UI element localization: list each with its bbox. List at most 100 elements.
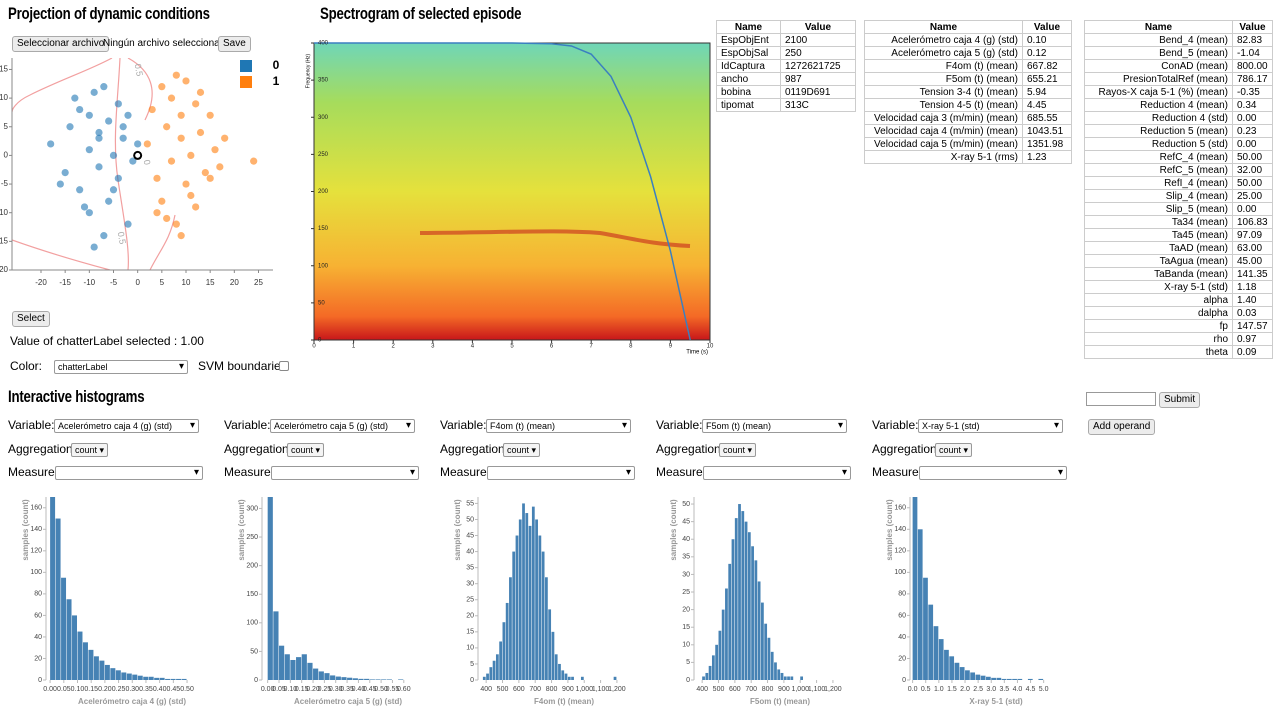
point: [100, 232, 108, 240]
measure-select[interactable]: [703, 466, 851, 480]
y-tick-label: 5: [4, 122, 9, 131]
y-tick-label: 5: [470, 661, 474, 668]
variable-select[interactable]: Acelerómetro caja 4 (g) (std): [54, 419, 199, 433]
x-tick-label: 1.0: [934, 686, 944, 693]
variable-select[interactable]: Acelerómetro caja 5 (g) (std): [270, 419, 415, 433]
row-name: Tension 3-4 (t) (mean): [864, 85, 1023, 99]
point: [206, 174, 214, 182]
bar: [505, 602, 509, 680]
svm-checkbox[interactable]: [279, 361, 289, 371]
point: [153, 174, 161, 182]
row-value: 685.55: [1022, 111, 1072, 125]
row-name: F5om (t) (mean): [864, 72, 1023, 86]
y-tick-label: 120: [894, 548, 906, 555]
legend-swatch: [240, 76, 252, 88]
table-row: Reduction 5 (mean) 0.23: [1084, 124, 1273, 138]
row-name: TaAgua (mean): [1084, 254, 1233, 268]
aggregation-select[interactable]: count: [503, 443, 541, 457]
bar: [121, 672, 127, 680]
selected-point: [133, 150, 143, 160]
table-row: IdCaptura 1272621725: [716, 59, 856, 73]
measure-select[interactable]: [919, 466, 1067, 480]
row-value: 0119D691: [780, 85, 856, 99]
point: [119, 123, 127, 131]
color-select[interactable]: chatterLabel: [54, 360, 188, 374]
variable-select[interactable]: X-ray 5-1 (std): [918, 419, 1063, 433]
y-tick-label: 50: [250, 648, 258, 655]
point: [109, 151, 118, 160]
bar: [571, 676, 574, 680]
y-tick-label: 40: [34, 634, 42, 641]
bar: [273, 611, 279, 680]
point: [124, 111, 132, 119]
bar: [358, 678, 364, 680]
row-name: Bend_5 (mean): [1084, 46, 1233, 60]
bar: [512, 551, 516, 680]
y-tick-label: 150: [246, 591, 258, 598]
submit-button[interactable]: Submit: [1159, 392, 1201, 408]
table-row: Acelerómetro caja 4 (g) (std) 0.10: [864, 33, 1072, 47]
x-tick-label: 0.55: [386, 686, 400, 693]
bar: [558, 663, 561, 680]
row-value: 0.00: [1232, 111, 1273, 125]
x-tick-label: 0.10: [71, 686, 85, 693]
measure-select[interactable]: [487, 466, 635, 480]
x-tick-label: 400: [696, 686, 708, 693]
submit-input[interactable]: [1086, 392, 1156, 406]
bar: [296, 657, 302, 680]
y-tick-label: 0: [902, 677, 906, 684]
bar: [61, 577, 67, 680]
bar: [959, 667, 965, 680]
file-button[interactable]: Seleccionar archivo: [12, 36, 110, 52]
row-name: fp: [1084, 319, 1233, 333]
row-value: 141.35: [1232, 267, 1273, 281]
row-value: 667.82: [1022, 59, 1072, 73]
measure-select[interactable]: [55, 466, 203, 480]
save-button[interactable]: Save: [218, 36, 251, 52]
bar: [148, 676, 154, 680]
histograms-title: Interactive histograms: [8, 387, 145, 406]
column-header: Name: [864, 20, 1023, 34]
variable-select[interactable]: F5om (t) (mean): [702, 419, 847, 433]
variable-select[interactable]: F4om (t) (mean): [486, 419, 631, 433]
y-tick-label: 0: [318, 338, 322, 344]
bar: [110, 668, 116, 680]
row-name: bobina: [716, 85, 781, 99]
table-row: Bend_4 (mean) 82.83: [1084, 33, 1273, 47]
bar: [770, 651, 774, 680]
column-header: Value: [1022, 20, 1072, 34]
aggregation-select[interactable]: count: [287, 443, 325, 457]
aggregation-select[interactable]: count: [719, 443, 757, 457]
x-tick-label: 3.0: [986, 686, 996, 693]
point: [196, 128, 205, 137]
measure-select[interactable]: [271, 466, 419, 480]
aggregation-select[interactable]: count: [935, 443, 973, 457]
variable-label: Variable:: [656, 418, 703, 432]
y-tick-label: 10: [466, 645, 474, 652]
point: [177, 111, 185, 119]
row-name: Tension 4-5 (t) (mean): [864, 98, 1023, 112]
y-tick-label: 35: [466, 564, 474, 571]
contour-label: 0.5: [116, 231, 128, 245]
aggregation-label: Aggregation:: [656, 442, 725, 456]
file-status: Ningún archivo seleccionado: [103, 38, 231, 49]
add-operand-button[interactable]: Add operand: [1088, 419, 1156, 435]
bar: [545, 577, 548, 680]
point: [172, 71, 180, 79]
x-tick-label: 0.45: [363, 686, 377, 693]
table-row: alpha 1.40: [1084, 293, 1273, 307]
aggregation-select[interactable]: count: [71, 443, 109, 457]
x-tick-label: 2: [392, 344, 396, 350]
column-header: Name: [1084, 20, 1233, 34]
bar: [335, 676, 341, 680]
bar: [783, 676, 787, 680]
y-tick-label: 40: [466, 548, 474, 555]
point: [109, 186, 118, 194]
data-table: Name Value EspObjEnt 2100 EspObjSal 250 IdCapt…: [716, 20, 856, 112]
point: [172, 220, 180, 228]
bar: [725, 588, 728, 680]
bar: [970, 672, 976, 680]
point: [206, 111, 214, 119]
select-button[interactable]: Select: [12, 311, 50, 327]
y-tick-label: 0: [470, 677, 474, 684]
